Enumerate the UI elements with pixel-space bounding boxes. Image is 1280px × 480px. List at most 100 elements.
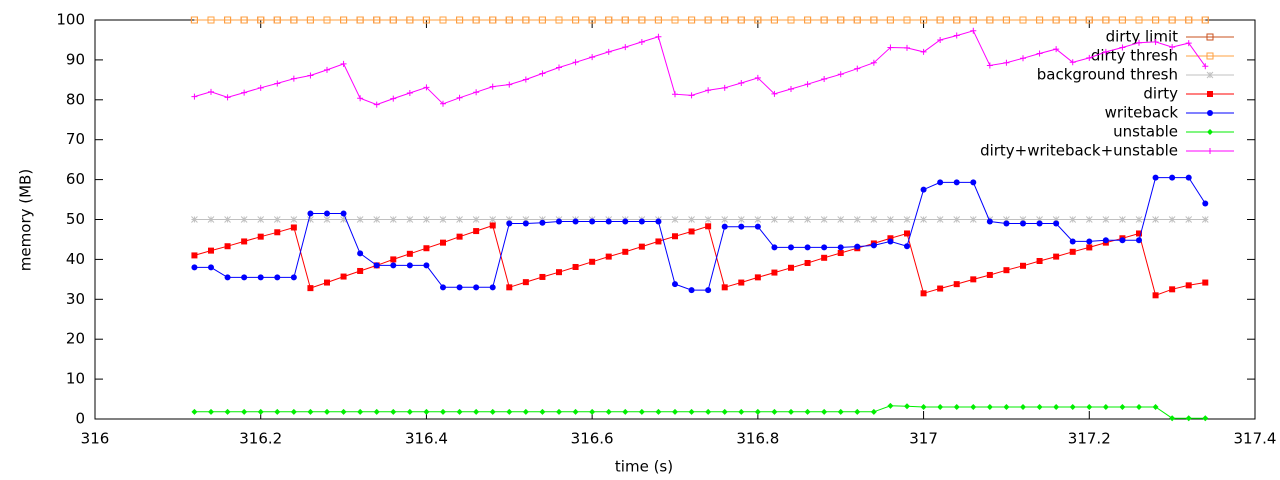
marker [787, 216, 795, 223]
marker [1185, 40, 1192, 47]
marker [440, 408, 446, 415]
marker [1169, 44, 1176, 51]
marker [357, 267, 364, 274]
marker [1152, 216, 1159, 223]
marker [224, 274, 231, 281]
marker [473, 408, 480, 415]
marker [439, 216, 447, 223]
marker [406, 16, 414, 24]
marker [390, 408, 397, 415]
marker [274, 408, 281, 415]
marker [290, 16, 298, 24]
x-tick-label: 317.2 [1068, 430, 1111, 448]
marker [721, 16, 729, 24]
marker [1202, 415, 1209, 422]
legend-label: background thresh [1037, 66, 1178, 84]
marker [489, 83, 496, 90]
marker [273, 216, 281, 223]
marker [257, 274, 264, 281]
marker [986, 218, 993, 225]
marker [638, 243, 645, 250]
marker [539, 408, 546, 415]
marker [1152, 174, 1159, 181]
marker [1053, 253, 1060, 260]
marker [1136, 404, 1142, 411]
marker [1003, 404, 1010, 411]
marker [423, 84, 430, 91]
marker [1207, 148, 1213, 154]
marker [1069, 59, 1076, 66]
marker [522, 76, 529, 83]
marker [1207, 91, 1213, 97]
marker [1019, 216, 1027, 223]
marker [986, 404, 993, 411]
marker [556, 218, 562, 225]
marker [754, 74, 761, 81]
marker [622, 248, 629, 255]
marker [373, 262, 380, 269]
legend-label: dirty+writeback+unstable [980, 142, 1178, 160]
marker [208, 247, 214, 254]
marker [605, 253, 612, 260]
marker [423, 408, 430, 415]
marker [1102, 404, 1109, 411]
marker [473, 89, 480, 96]
marker [1135, 216, 1143, 223]
marker [307, 210, 314, 217]
marker [1119, 216, 1126, 223]
marker [1168, 16, 1176, 24]
marker [622, 218, 629, 225]
marker [904, 230, 910, 237]
marker [738, 279, 745, 286]
marker [655, 408, 662, 415]
marker [241, 238, 248, 245]
marker [887, 235, 894, 242]
x-tick-label: 316 [81, 430, 110, 448]
marker [489, 16, 497, 24]
marker [986, 62, 993, 69]
marker [737, 216, 745, 223]
marker [1206, 71, 1214, 79]
marker [1036, 404, 1043, 411]
marker [1053, 46, 1060, 53]
marker [870, 16, 878, 24]
marker [324, 210, 330, 217]
marker [290, 75, 297, 82]
marker [1069, 248, 1076, 255]
marker [257, 408, 264, 415]
marker [821, 76, 828, 83]
marker [937, 179, 944, 186]
marker [406, 408, 413, 415]
y-tick-label: 40 [66, 250, 85, 268]
marker [1152, 404, 1159, 411]
marker [241, 274, 248, 281]
marker [754, 408, 761, 415]
marker [688, 408, 695, 415]
marker [887, 44, 894, 51]
marker [771, 408, 778, 415]
marker [555, 16, 563, 24]
marker [605, 16, 613, 24]
marker [406, 216, 414, 223]
marker [556, 269, 562, 276]
marker [589, 54, 596, 61]
marker [621, 16, 629, 24]
marker [920, 290, 927, 297]
marker [1086, 238, 1093, 245]
marker [721, 84, 728, 91]
marker [1169, 415, 1176, 422]
marker [721, 216, 729, 223]
marker [1086, 404, 1093, 411]
marker [854, 243, 861, 250]
marker [1185, 415, 1192, 422]
marker [389, 16, 397, 24]
marker [191, 408, 198, 415]
marker [688, 287, 695, 294]
marker [704, 216, 712, 223]
x-tick-label: 316.6 [571, 430, 614, 448]
marker [854, 408, 861, 415]
marker [1152, 292, 1159, 299]
marker [1185, 174, 1192, 181]
marker [588, 16, 596, 24]
marker [290, 216, 298, 223]
